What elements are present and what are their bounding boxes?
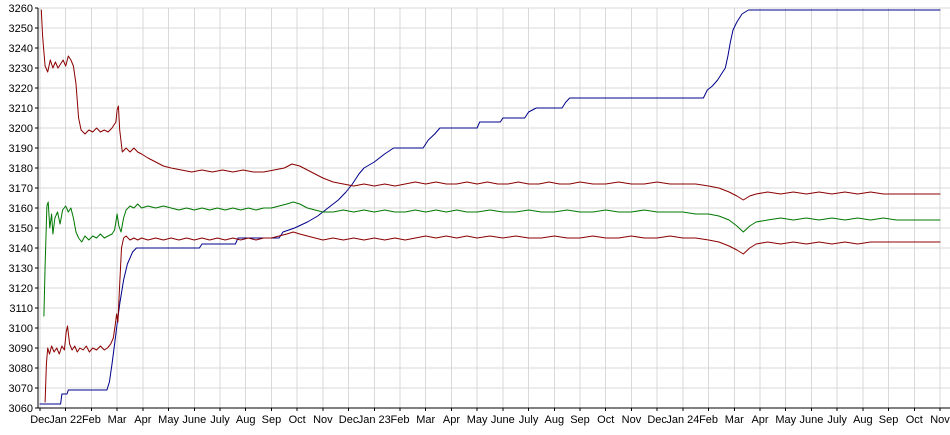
x-tick-label: Oct <box>289 414 306 426</box>
x-tick-label: Nov <box>622 414 642 426</box>
x-tick-label: June <box>491 414 515 426</box>
x-tick-label: Apr <box>751 414 768 426</box>
y-tick-label: 3130 <box>9 263 33 275</box>
x-tick-label: Mar <box>108 414 127 426</box>
x-tick-label: Feb <box>699 414 718 426</box>
x-tick-label: Sep <box>262 414 282 426</box>
y-tick-label: 3120 <box>9 283 33 295</box>
x-tick-label: Sep <box>879 414 899 426</box>
y-tick-label: 3110 <box>9 303 33 315</box>
x-tick-label: Dec <box>30 414 50 426</box>
y-tick-label: 3090 <box>9 343 33 355</box>
y-tick-label: 3250 <box>9 23 33 35</box>
x-tick-label: Jan 22 <box>49 414 82 426</box>
x-tick-label: May <box>775 414 796 426</box>
y-tick-label: 3070 <box>9 383 33 395</box>
x-tick-label: Feb <box>82 414 101 426</box>
y-tick-labels: 3060 3070 3080 3090 3100 3110 3120 3130 3140 3150… <box>9 3 33 415</box>
series-green-line <box>43 201 941 317</box>
y-tick-label: 3240 <box>9 43 33 55</box>
axes <box>35 7 950 411</box>
y-tick-label: 3200 <box>9 123 33 135</box>
series-upper-red-line <box>40 9 941 201</box>
x-tick-label: May <box>158 414 179 426</box>
x-tick-label: Apr <box>134 414 151 426</box>
y-tick-label: 3210 <box>9 103 33 115</box>
y-tick-label: 3170 <box>9 183 33 195</box>
y-tick-label: 3080 <box>9 363 33 375</box>
x-tick-label: May <box>467 414 488 426</box>
y-tick-label: 3180 <box>9 163 33 175</box>
x-tick-label: Aug <box>853 414 873 426</box>
x-tick-label: Nov <box>313 414 333 426</box>
x-tick-labels: Dec Jan 22 Feb Mar Apr May June July Aug Sep Oct No… <box>30 414 950 426</box>
y-tick-label: 3260 <box>9 3 33 15</box>
x-tick-label: July <box>519 414 539 426</box>
series-lower-red-line <box>44 231 941 403</box>
y-tick-label: 3230 <box>9 63 33 75</box>
y-tick-label: 3150 <box>9 223 33 235</box>
x-tick-label: Jan 23 <box>358 414 391 426</box>
x-tick-label: Dec <box>647 414 667 426</box>
y-tick-label: 3190 <box>9 143 33 155</box>
x-tick-label: Nov <box>930 414 950 426</box>
x-tick-label: Dec <box>339 414 359 426</box>
y-tick-label: 3100 <box>9 323 33 335</box>
x-tick-label: Mar <box>416 414 435 426</box>
x-tick-label: Sep <box>570 414 590 426</box>
x-tick-label: Feb <box>391 414 410 426</box>
x-tick-label: Aug <box>544 414 564 426</box>
series-blue-step-line <box>39 9 941 405</box>
y-tick-label: 3060 <box>9 403 33 415</box>
x-tick-label: Mar <box>725 414 744 426</box>
gridlines <box>38 7 950 409</box>
x-tick-label: Jan 24 <box>666 414 699 426</box>
x-tick-label: Aug <box>236 414 256 426</box>
x-tick-label: July <box>827 414 847 426</box>
x-tick-label: July <box>210 414 230 426</box>
x-tick-label: Oct <box>597 414 614 426</box>
y-tick-label: 3140 <box>9 243 33 255</box>
x-tick-label: Oct <box>906 414 923 426</box>
x-tick-label: June <box>182 414 206 426</box>
x-tick-label: Apr <box>443 414 460 426</box>
y-tick-label: 3160 <box>9 203 33 215</box>
x-tick-label: June <box>799 414 823 426</box>
y-tick-label: 3220 <box>9 83 33 95</box>
